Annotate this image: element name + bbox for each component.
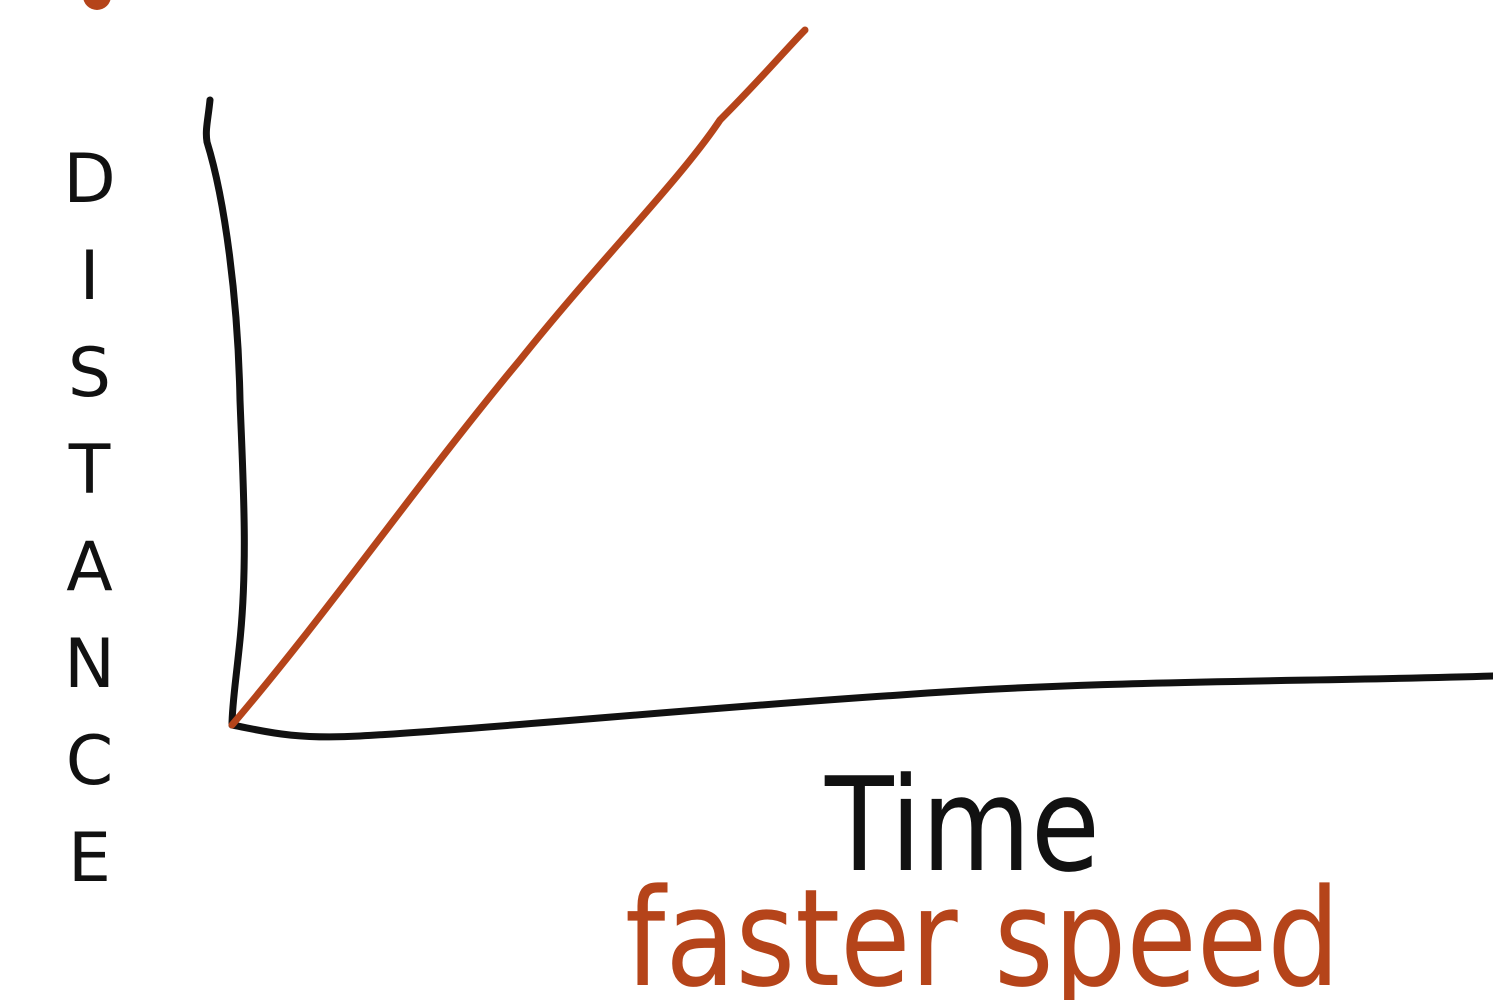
caption: faster speed	[625, 860, 1340, 1000]
x-axis-label: Time	[824, 749, 1100, 901]
y-axis-label: DISTANCE	[50, 140, 129, 916]
distance-line	[228, 26, 809, 729]
x-axis	[228, 672, 1493, 741]
y-axis	[202, 96, 248, 729]
ink-blob	[83, 0, 111, 10]
